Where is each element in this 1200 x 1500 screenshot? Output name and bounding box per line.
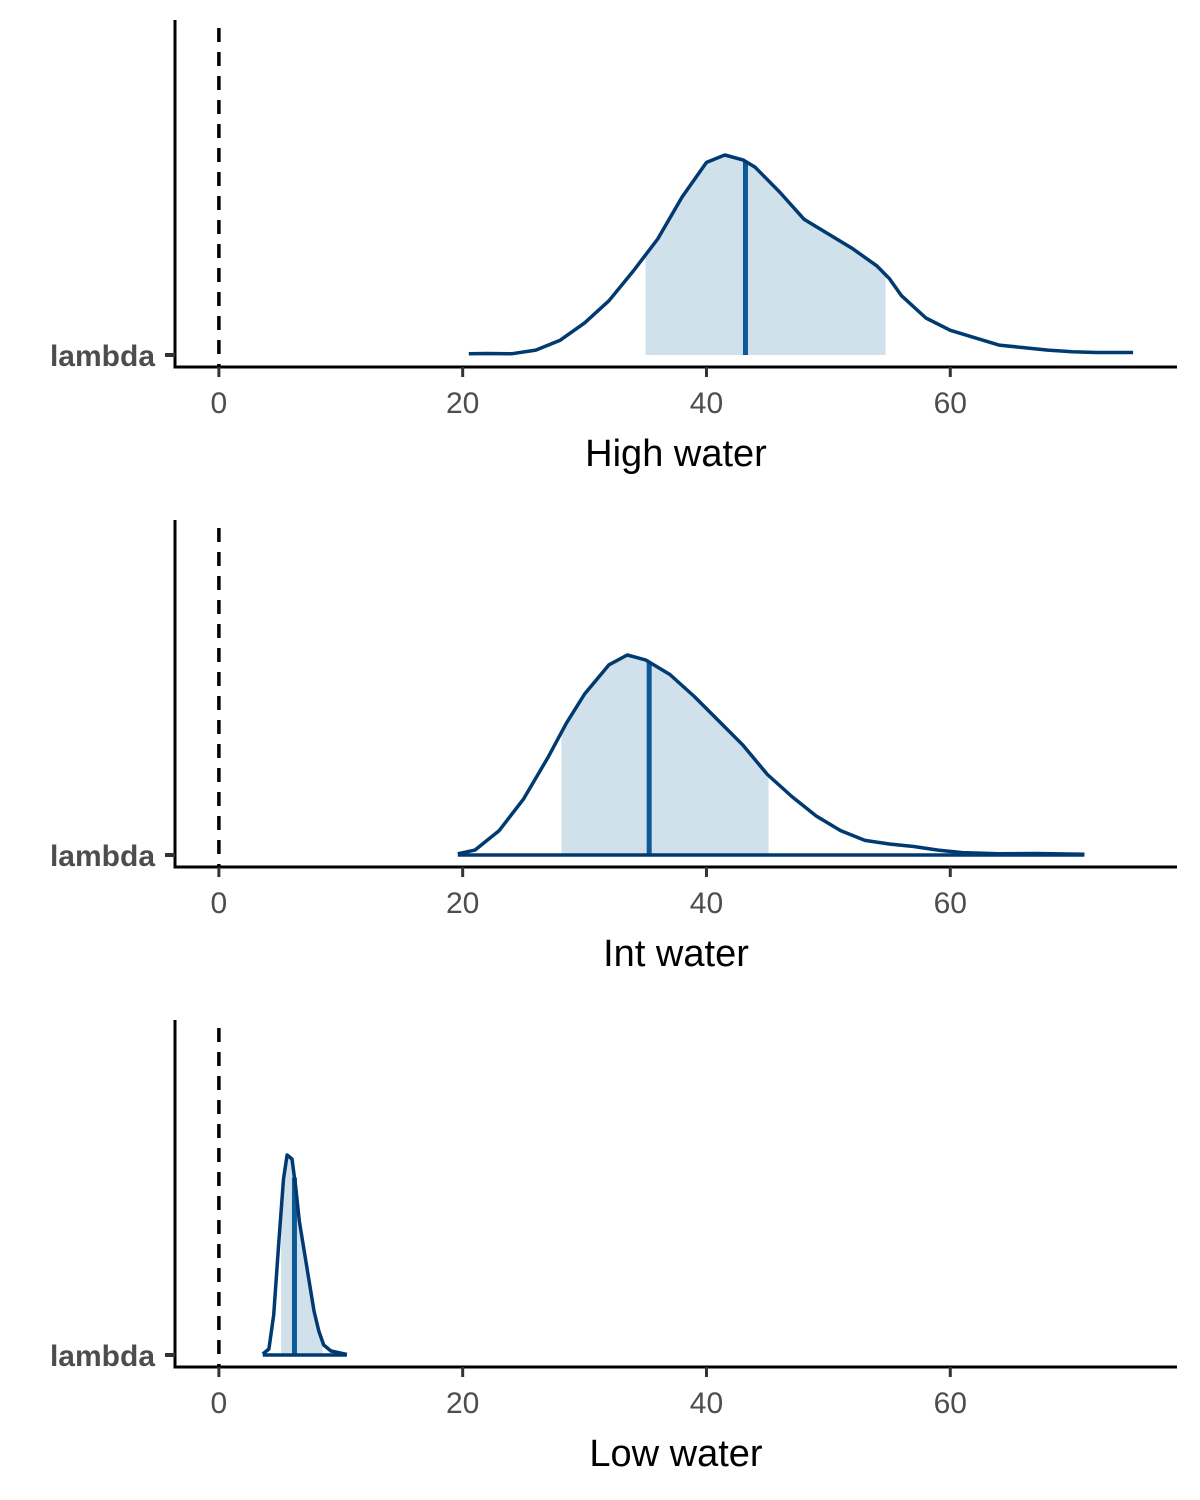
y-tick-label: lambda: [50, 340, 155, 373]
interval-area: [645, 155, 886, 355]
y-tick-label: lambda: [50, 1340, 155, 1373]
x-tick-label: 20: [446, 1387, 479, 1420]
x-tick-label: 0: [211, 1387, 228, 1420]
x-tick-label: 40: [690, 387, 723, 420]
x-axis-title: High water: [585, 433, 767, 475]
panel-2: lambda 0 20 40 60 Int water: [50, 520, 1177, 975]
density-curve: [261, 1153, 348, 1357]
panel-3: lambda 0 20 40 60 Low water: [50, 1020, 1177, 1475]
x-tick-label: 60: [934, 887, 967, 920]
density-curve: [468, 153, 1134, 356]
x-tick-label: 40: [690, 1387, 723, 1420]
interval-area: [561, 655, 769, 855]
panel-1: lambda 0 20 40 60 High water: [50, 20, 1177, 475]
x-tick-label: 0: [211, 387, 228, 420]
x-tick-label: 20: [446, 887, 479, 920]
x-axis-title: Low water: [589, 1433, 763, 1475]
x-tick-label: 0: [211, 887, 228, 920]
x-axis-title: Int water: [603, 933, 749, 975]
density-curve: [457, 653, 1085, 857]
x-tick-label: 60: [934, 387, 967, 420]
y-tick-label: lambda: [50, 840, 155, 873]
x-tick-label: 40: [690, 887, 723, 920]
x-tick-label: 20: [446, 387, 479, 420]
x-tick-label: 60: [934, 1387, 967, 1420]
